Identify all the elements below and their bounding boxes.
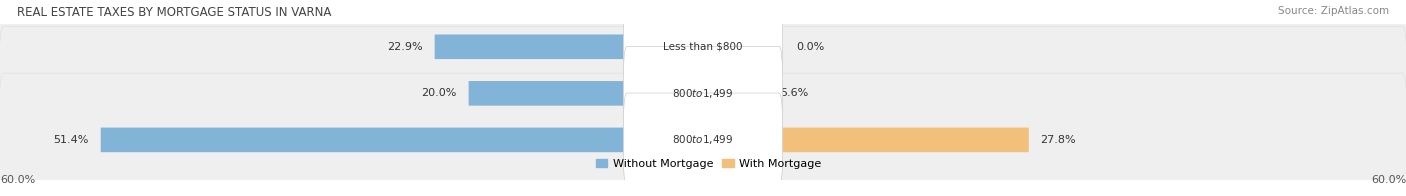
- Legend: Without Mortgage, With Mortgage: Without Mortgage, With Mortgage: [592, 154, 825, 173]
- Text: 5.6%: 5.6%: [780, 88, 808, 98]
- FancyBboxPatch shape: [468, 81, 703, 106]
- FancyBboxPatch shape: [623, 46, 783, 140]
- FancyBboxPatch shape: [703, 81, 769, 106]
- Text: 20.0%: 20.0%: [422, 88, 457, 98]
- Text: Source: ZipAtlas.com: Source: ZipAtlas.com: [1278, 6, 1389, 16]
- Text: 60.0%: 60.0%: [1371, 175, 1406, 185]
- Text: $800 to $1,499: $800 to $1,499: [672, 133, 734, 146]
- Text: REAL ESTATE TAXES BY MORTGAGE STATUS IN VARNA: REAL ESTATE TAXES BY MORTGAGE STATUS IN …: [17, 6, 332, 19]
- FancyBboxPatch shape: [703, 128, 1029, 152]
- FancyBboxPatch shape: [0, 27, 1406, 160]
- FancyBboxPatch shape: [0, 0, 1406, 113]
- FancyBboxPatch shape: [434, 34, 703, 59]
- Text: 51.4%: 51.4%: [53, 135, 89, 145]
- Text: 60.0%: 60.0%: [0, 175, 35, 185]
- Text: 0.0%: 0.0%: [797, 42, 825, 52]
- FancyBboxPatch shape: [623, 0, 783, 94]
- FancyBboxPatch shape: [0, 73, 1406, 196]
- FancyBboxPatch shape: [623, 93, 783, 187]
- Text: $800 to $1,499: $800 to $1,499: [672, 87, 734, 100]
- Text: Less than $800: Less than $800: [664, 42, 742, 52]
- Text: 27.8%: 27.8%: [1040, 135, 1076, 145]
- Text: 22.9%: 22.9%: [387, 42, 423, 52]
- FancyBboxPatch shape: [101, 128, 703, 152]
